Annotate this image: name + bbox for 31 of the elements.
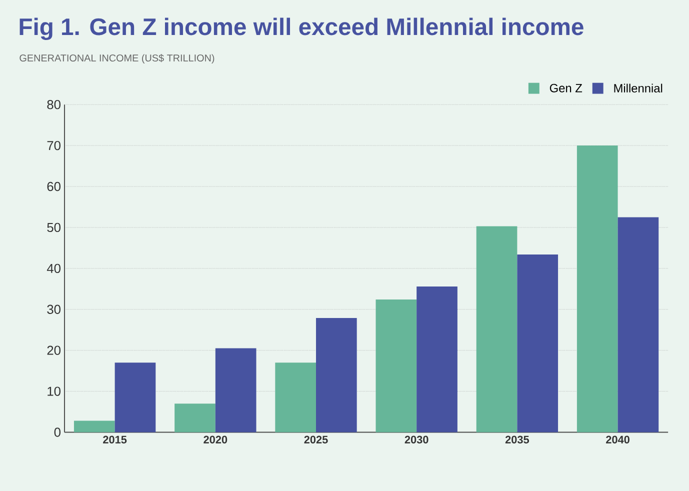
bar <box>275 362 316 432</box>
y-tick-label: 40 <box>46 264 61 273</box>
x-tick-label: 2035 <box>505 436 530 444</box>
bar <box>114 362 156 432</box>
y-tick-label: 60 <box>47 182 61 192</box>
bar <box>316 318 357 432</box>
y-tick-label: 50 <box>47 222 61 232</box>
bar <box>416 286 458 432</box>
y-tick-label: 30 <box>47 304 61 314</box>
y-tick-label: 0 <box>54 428 61 437</box>
bar <box>476 226 518 432</box>
x-tick-label: 2025 <box>304 436 328 444</box>
legend-label: Gen Z <box>550 84 582 92</box>
x-tick-label: 2040 <box>606 436 630 444</box>
y-tick-label: 80 <box>47 100 61 110</box>
legend-label: Millennial <box>614 84 662 92</box>
bar <box>618 217 659 432</box>
x-tick-label: 2020 <box>204 436 228 444</box>
bar <box>215 348 256 432</box>
y-tick-label: 70 <box>47 140 61 150</box>
bar <box>174 404 216 432</box>
bar <box>376 300 417 432</box>
x-tick-label: 2015 <box>103 436 127 444</box>
y-axis-title: GENERATIONAL INCOME (US$ TRILLION) <box>20 54 214 64</box>
y-tick-label: 20 <box>47 346 61 355</box>
bar <box>74 420 115 432</box>
bar <box>576 146 618 432</box>
x-tick-label: 2030 <box>404 436 428 444</box>
y-tick-label: 10 <box>48 386 61 396</box>
chart-title: Fig 1. Gen Z income will exceed Millennial income <box>20 18 584 40</box>
bar <box>517 254 558 432</box>
